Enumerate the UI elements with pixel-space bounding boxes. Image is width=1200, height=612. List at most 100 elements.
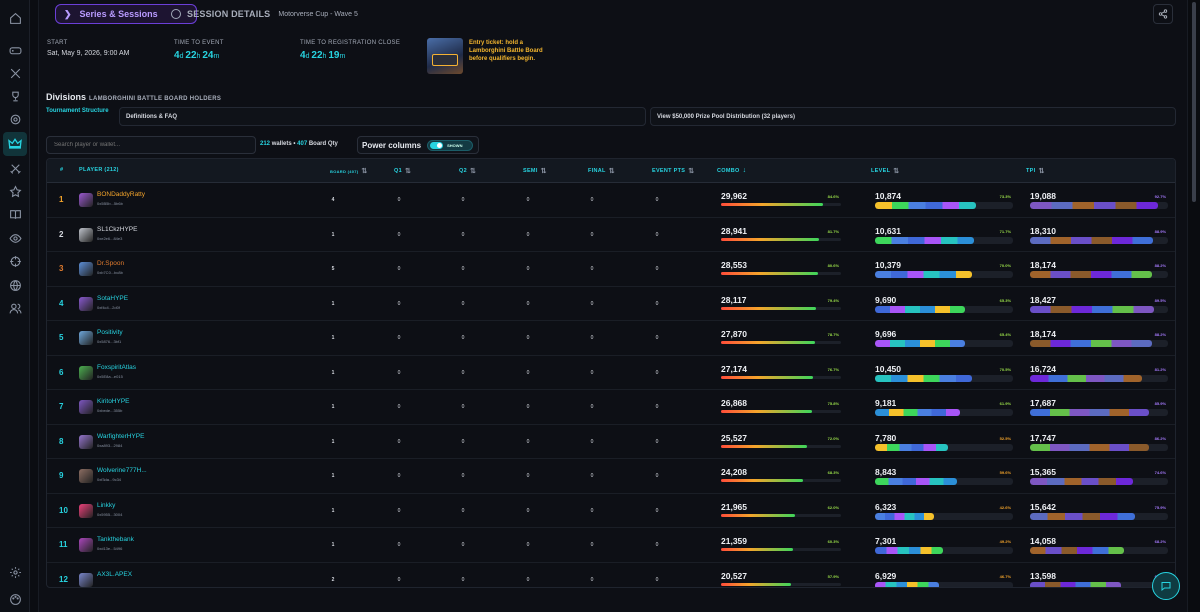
- player-name[interactable]: Linkky: [97, 501, 116, 509]
- table-row[interactable]: 11 Tankthebank 0xd13e...5496 1 0 0 0 0 0…: [47, 528, 1175, 563]
- crown-icon[interactable]: [3, 132, 27, 156]
- combo-bar: [721, 582, 841, 586]
- q2-value: 0: [461, 507, 465, 514]
- table-row[interactable]: 2 SL1CkzHYPE 0xe2e6...84e3 1 0 0 0 0 0 2…: [47, 218, 1175, 252]
- event-pts-value: 0: [655, 404, 659, 410]
- trophy-icon[interactable]: [6, 87, 24, 105]
- q2-value: 0: [461, 231, 465, 238]
- player-name[interactable]: KiritoHYPE: [97, 398, 130, 405]
- col-final[interactable]: FINAL ⇅: [588, 168, 615, 175]
- table-row[interactable]: 6 FoxspiritAtlas 0x5E8a...e015 1 0 0 0 0…: [47, 356, 1175, 390]
- table-row[interactable]: 9 Wolverine777H... 0xf3da...9c34 1 0 0 0…: [47, 459, 1175, 494]
- table-row[interactable]: 3 Dr.Spoon 0xb7C0...bc8b 5 0 0 0 0 0 28,…: [47, 252, 1175, 287]
- player-wallet: 0x5B5b...5b6b: [97, 201, 123, 206]
- prize-pool-button[interactable]: View $50,000 Prize Pool Distribution (32…: [650, 107, 1176, 126]
- q2-value: 0: [461, 473, 465, 479]
- player-avatar: [79, 331, 93, 345]
- player-name[interactable]: Wolverine777H...: [97, 467, 147, 474]
- crossed-swords-icon[interactable]: [6, 159, 24, 177]
- col-q1[interactable]: Q1 ⇅: [394, 168, 412, 175]
- combo-percent: 78.7%: [827, 332, 839, 337]
- star-icon[interactable]: [6, 182, 24, 200]
- combo-cell: 21,965 62.0%: [721, 502, 841, 522]
- player-name[interactable]: WarfighterHYPE: [97, 432, 145, 440]
- col-player[interactable]: PLAYER (212): [79, 167, 119, 173]
- player-name[interactable]: BONDaddyRatty: [97, 191, 146, 198]
- gamepad-icon[interactable]: [6, 41, 24, 59]
- col-combo[interactable]: COMBO ↓: [717, 167, 747, 174]
- level-percent: 49.2%: [999, 539, 1011, 544]
- crosshair-icon[interactable]: [6, 252, 24, 270]
- level-percent: 59.6%: [999, 470, 1011, 475]
- col-tpi[interactable]: TPI ⇅: [1026, 168, 1045, 175]
- palette-icon[interactable]: [6, 590, 24, 608]
- player-avatar: [79, 262, 93, 276]
- power-columns-toggle[interactable]: SHOWN: [427, 139, 474, 151]
- page-scrollbar[interactable]: [1188, 0, 1200, 612]
- level-bar: [875, 271, 1013, 278]
- semi-value: 0: [526, 404, 530, 410]
- table-row[interactable]: 1 BONDaddyRatty 0x5B5b...5b6b 4 0 0 0 0 …: [47, 183, 1175, 218]
- divisions-subtitle: LAMBORGHINI BATTLE BOARD HOLDERS: [89, 96, 222, 102]
- level-value: 9,181: [875, 398, 897, 408]
- level-value: 6,929: [875, 570, 897, 581]
- eye-icon[interactable]: [6, 229, 24, 247]
- q2-value: 0: [461, 300, 465, 307]
- player-name[interactable]: FoxspiritAtlas: [97, 363, 137, 371]
- player-wallet: 0x5E8a...e015: [97, 373, 123, 379]
- home-icon[interactable]: [6, 9, 24, 27]
- player-name[interactable]: SL1CkzHYPE: [97, 225, 138, 233]
- target-icon[interactable]: [6, 110, 24, 128]
- entry-ticket-note: Entry ticket: hold a Lamborghini Battle …: [469, 40, 543, 62]
- definitions-faq-button[interactable]: Definitions & FAQ: [119, 107, 646, 126]
- player-name[interactable]: Dr.Spoon: [97, 260, 125, 267]
- semi-value: 0: [526, 473, 530, 479]
- tpi-cell: 15,642 75.9%: [1030, 502, 1168, 522]
- combo-cell: 28,117 79.4%: [721, 295, 841, 315]
- table-row[interactable]: 12 AX3L.APEX 2 0 0 0 0 0 20,527 57.9% 6,…: [47, 563, 1175, 587]
- player-name[interactable]: Positivity: [97, 329, 123, 336]
- col-q2[interactable]: Q2 ⇅: [459, 168, 477, 175]
- table-row[interactable]: 7 KiritoHYPE 0xbede...355b 1 0 0 0 0 0 2…: [47, 390, 1175, 425]
- combo-percent: 79.4%: [827, 297, 839, 303]
- sidebar-rail: [0, 0, 30, 612]
- tab-tournament-structure[interactable]: Tournament Structure: [46, 108, 109, 114]
- tpi-bar: [1030, 409, 1168, 416]
- settings-icon[interactable]: [6, 563, 24, 581]
- combo-value: 28,941: [721, 225, 747, 236]
- level-cell: 7,780 52.5%: [875, 433, 1013, 453]
- search-input[interactable]: [46, 136, 256, 154]
- table-row[interactable]: 5 Positivity 0x5876...3bf1 1 0 0 0 0 0 2…: [47, 321, 1175, 356]
- combo-bar: [721, 375, 841, 379]
- player-name[interactable]: AX3L.APEX: [97, 570, 133, 578]
- q1-value: 0: [397, 300, 401, 307]
- tpi-cell: 18,427 89.5%: [1030, 295, 1168, 315]
- chevron-right-icon: ❯: [64, 8, 72, 19]
- level-cell: 7,301 49.2%: [875, 536, 1013, 556]
- table-row[interactable]: 8 WarfighterHYPE 0xa893...2984 1 0 0 0 0…: [47, 425, 1175, 459]
- chat-button[interactable]: [1152, 572, 1180, 600]
- combo-cell: 28,553 80.6%: [721, 260, 841, 280]
- combo-value: 21,359: [721, 536, 747, 546]
- row-rank: 6: [59, 367, 64, 377]
- table-row[interactable]: 10 Linkky 0x5955...3004 1 0 0 0 0 0 21,9…: [47, 494, 1175, 528]
- swords-icon[interactable]: [6, 64, 24, 82]
- users-icon[interactable]: [6, 299, 24, 317]
- share-button[interactable]: [1153, 4, 1173, 24]
- table-row[interactable]: 4 SotaHYPE 0xf4c4...2d0f 1 0 0 0 0 0 28,…: [47, 287, 1175, 321]
- combo-cell: 26,868 75.8%: [721, 398, 841, 418]
- final-value: 0: [590, 438, 594, 445]
- combo-value: 29,962: [721, 191, 747, 201]
- player-name[interactable]: SotaHYPE: [97, 294, 129, 302]
- book-icon[interactable]: [6, 205, 24, 223]
- tpi-cell: 19,088 92.7%: [1030, 191, 1168, 211]
- col-semi[interactable]: SEMI ⇅: [523, 168, 547, 175]
- col-board[interactable]: BOARD (407) ⇅: [330, 168, 368, 175]
- col-event-pts[interactable]: EVENT PTS ⇅: [652, 168, 695, 175]
- col-level[interactable]: LEVEL ⇅: [871, 168, 900, 175]
- final-value: 0: [590, 404, 594, 410]
- player-name[interactable]: Tankthebank: [97, 536, 134, 543]
- globe-icon[interactable]: [6, 276, 24, 294]
- combo-cell: 27,174 76.7%: [721, 364, 841, 384]
- series-sessions-tab[interactable]: ❯ Series & Sessions: [55, 4, 197, 24]
